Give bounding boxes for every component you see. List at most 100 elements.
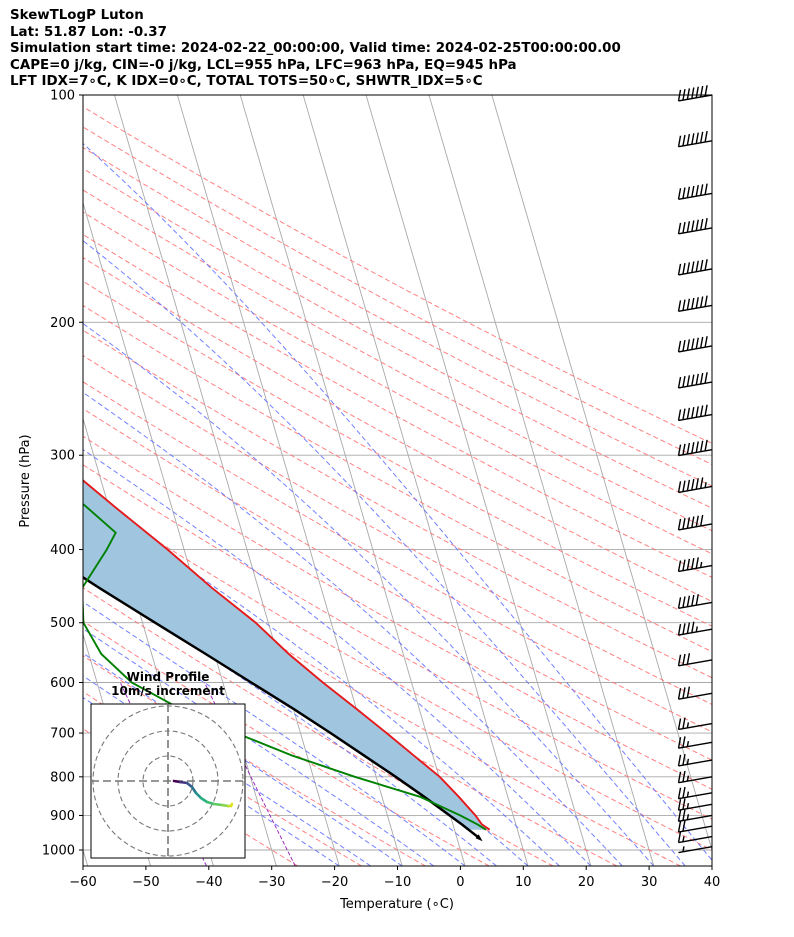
location-coordinates: Lat: 51.87 Lon: -0.37 [10,24,167,40]
wind-barb [677,439,713,457]
wind-barb-flag [677,831,682,843]
wind-barb-flag [695,478,699,490]
wind-barb-shaft [678,792,713,800]
wind-barb-flag [682,820,686,832]
temperature-profile-line [83,479,491,831]
isotherm-line [428,95,655,866]
wind-barb-flag [704,372,708,384]
isotherm-line [302,95,529,866]
wind-barb-flag [677,820,682,833]
wind-barb-flag [695,594,699,606]
wind-barb-flag [682,443,686,455]
wind-barb-flag [691,406,695,419]
isotherm-line [365,95,592,866]
x-tick-label: −30 [258,875,285,890]
x-tick-label: −10 [384,875,411,890]
wind-barb-flag [677,518,682,531]
wind-barb-flag [682,408,686,420]
wind-barb [677,786,713,800]
wind-barb-flag [699,296,704,308]
wind-barb-flag [699,184,704,196]
wind-barb-shaft [678,759,713,767]
hodograph-trace-segment [229,802,234,808]
wind-barb-flag [691,442,695,454]
wind-barb-shaft [678,94,713,102]
wind-barb-flag [682,480,686,492]
wind-barb-half-flag [686,814,690,820]
wind-barb [678,846,713,854]
wind-barb-flag [682,339,686,352]
wind-barb [677,514,713,531]
wind-barb-flag [682,299,686,311]
dry-adiabat-line [83,211,712,555]
wind-barb-flag [686,298,691,310]
wind-barb [677,798,713,811]
x-tick-label: −20 [321,875,348,890]
x-tick-label: −40 [195,875,222,890]
wind-barb-half-flag [695,626,698,633]
wind-barb-flag [699,336,704,349]
wind-barb-flag [691,297,695,310]
wind-barb-half-flag [686,758,690,765]
wind-barb [677,820,713,833]
wind-barb [677,372,713,389]
wind-barb-flag [682,809,686,821]
wind-barb [677,218,713,235]
wind-barb [677,477,713,494]
wind-barb-flag [682,717,686,729]
wind-barb-flag [691,621,695,633]
moist-adiabat-line [83,601,466,866]
y-tick-label: 900 [50,809,75,824]
hodograph-title-line2: 10m/s increment [111,684,225,698]
wind-barb-flag [695,441,699,453]
wind-barb [677,621,713,636]
stability-indices-cape: CAPE=0 j/kg, CIN=-0 j/kg, LCL=955 hPa, L… [10,57,517,73]
y-tick-label: 200 [50,316,75,331]
y-axis-label: Pressure (hPa) [18,434,33,527]
wind-barb-flag [699,372,704,385]
wind-barb-flag [677,263,682,276]
wind-barb-shaft [678,192,713,200]
wind-barb-flag [699,405,704,417]
wind-barb-flag [682,376,686,388]
wind-barb-flag [695,557,699,569]
wind-barb-flag [677,623,682,636]
wind-barb-half-flag [686,775,690,782]
wind-barb-flag [682,736,686,748]
wind-barb-flag [682,221,686,234]
wind-barb-flag [677,222,682,234]
dry-adiabat-line [83,304,712,653]
wind-barb [677,404,713,422]
wind-barb-flag [704,404,708,416]
wind-barb [677,686,713,700]
wind-barb-flag [677,810,682,822]
wind-barb-flag [677,771,682,783]
wind-barb-flag [677,597,682,609]
wind-barb-flag [704,439,708,452]
wind-barb-flag [677,481,682,493]
wind-barb-flag [695,132,699,144]
wind-barb [677,295,713,313]
dewpoint-profile-line [83,502,487,831]
isotherm-line [491,95,712,852]
moist-adiabat-line [83,628,434,866]
wind-barb-flag [699,514,704,527]
wind-barb-flag [686,479,691,491]
wind-barb-flag [682,798,686,810]
wind-barb-flag [704,130,708,143]
wind-barb-flag [691,220,695,232]
x-tick-label: 10 [515,875,532,890]
wind-barb-flag [699,259,704,272]
dry-adiabat-line [83,408,712,761]
wind-barb-shaft [678,741,713,749]
wind-barb-flag [695,86,699,98]
wind-barb-flag [691,185,695,198]
wind-barb [677,594,713,610]
x-tick-label: 0 [456,875,464,890]
wind-barb-flag [686,339,691,351]
dry-adiabat-line [83,126,712,466]
simulation-times: Simulation start time: 2024-02-22_00:00:… [10,41,621,57]
wind-barb-flag [695,373,699,385]
wind-barb-flag [682,262,686,275]
moist-adiabat-line [83,571,497,866]
